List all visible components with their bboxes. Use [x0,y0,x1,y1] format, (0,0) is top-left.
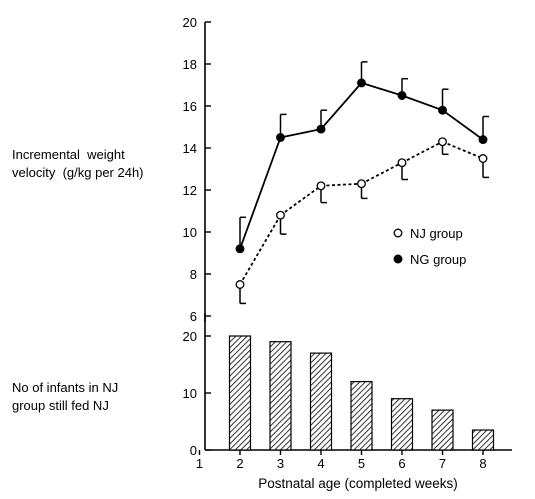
x-tick-label: 3 [277,456,284,471]
bottom-y-tick-label: 0 [190,443,197,458]
x-tick-label: 2 [236,456,243,471]
top-y-tick-label: 16 [183,99,197,114]
bottom-y-axis-label-line2: group still fed NJ [12,398,109,413]
ng-data-point [438,105,447,115]
x-tick-label: 1 [196,456,203,471]
nj-data-point [235,280,245,289]
top-y-tick-label: 18 [183,57,197,72]
nj-data-point [438,137,447,147]
bar [431,409,454,451]
series-line-segment [441,109,484,141]
series-line-segment [401,94,443,112]
top-y-tick-label: 6 [190,309,197,324]
x-tick-label: 8 [479,456,486,471]
nj-data-point [478,154,488,163]
x-tick-label: 7 [439,456,446,471]
bottom-y-tick-label: 10 [183,386,197,401]
top-y-tick-label: 12 [183,183,197,198]
series-line-segment [320,182,362,187]
legend-marker [393,228,403,238]
bar [228,335,252,451]
nj-data-point [357,179,366,189]
nj-data-point [397,158,407,168]
series-line-segment [239,214,282,285]
nj-data-point [316,181,326,191]
legend-marker [393,254,403,264]
ng-data-point [397,91,407,100]
series-line-segment [320,82,363,130]
top-y-tick-label: 8 [190,267,197,282]
series-line-segment [442,140,484,160]
bar [390,398,414,451]
bar [269,341,292,451]
nj-data-point [276,210,285,220]
ng-data-point [276,133,285,142]
top-y-tick-label: 10 [183,225,197,240]
x-tick-label: 4 [317,456,324,471]
bottom-y-axis-label-line1: No of infants in NJ [12,380,119,395]
ng-data-point [316,124,326,134]
top-y-tick-label: 20 [183,15,197,30]
legend-label: NG group [410,252,466,267]
series-line-segment [401,140,443,164]
top-y-axis-label-line1: Incremental weight [12,147,125,162]
series-line-segment [280,128,322,139]
ng-data-point [478,135,488,145]
series-line-segment [239,137,282,250]
series-line-segment [279,185,322,216]
ng-data-point [235,244,245,254]
bar [471,429,495,451]
series-line-segment [361,82,403,97]
bar [350,381,373,451]
x-tick-label: 6 [398,456,405,471]
bottom-y-tick-label: 20 [183,329,197,344]
ng-data-point [357,78,366,88]
top-y-tick-label: 14 [183,141,197,156]
top-y-axis-label-line2: velocity (g/kg per 24h) [12,165,144,180]
x-tick-label: 5 [358,456,365,471]
bar [309,352,333,451]
x-axis-label: Postnatal age (completed weeks) [258,476,458,491]
series-line-segment [361,161,403,185]
legend-label: NJ group [410,226,463,241]
